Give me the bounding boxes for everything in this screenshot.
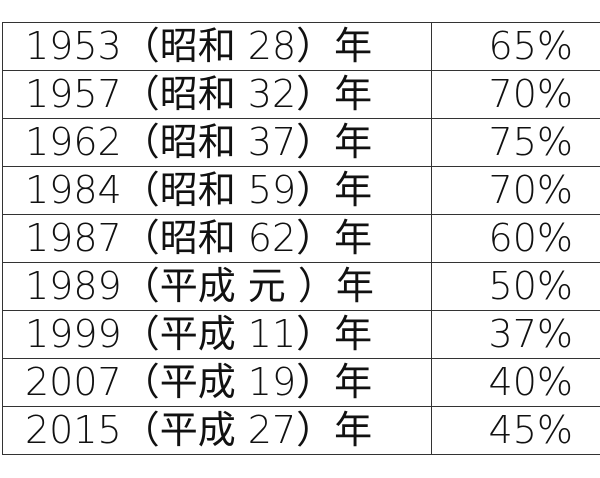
table-row: 2007（平成 19）年 40% <box>2 358 600 407</box>
table-row: 1999（平成 11）年 37% <box>2 310 600 359</box>
year-cell: 1989（平成 元 ）年 <box>2 262 432 311</box>
year-cell: 1953（昭和 28）年 <box>2 22 432 71</box>
percent-cell: 65% <box>431 22 600 71</box>
percent-cell: 70% <box>431 166 600 215</box>
percent-cell: 40% <box>431 358 600 407</box>
table-row: 1957（昭和 32）年 70% <box>2 70 600 119</box>
percent-cell: 60% <box>431 214 600 263</box>
percent-cell: 75% <box>431 118 600 167</box>
year-cell: 2015（平成 27）年 <box>2 406 432 455</box>
table-row: 2015（平成 27）年 45% <box>2 406 600 455</box>
year-cell: 2007（平成 19）年 <box>2 358 432 407</box>
year-cell: 1999（平成 11）年 <box>2 310 432 359</box>
table-row: 1987（昭和 62）年 60% <box>2 214 600 263</box>
percent-cell: 37% <box>431 310 600 359</box>
table-row: 1962（昭和 37）年 75% <box>2 118 600 167</box>
year-cell: 1984（昭和 59）年 <box>2 166 432 215</box>
table-row: 1984（昭和 59）年 70% <box>2 166 600 215</box>
data-table: 1953（昭和 28）年 65% 1957（昭和 32）年 70% 1962（昭和 37… <box>2 22 600 455</box>
year-cell: 1987（昭和 62）年 <box>2 214 432 263</box>
percent-cell: 50% <box>431 262 600 311</box>
percent-cell: 70% <box>431 70 600 119</box>
year-cell: 1957（昭和 32）年 <box>2 70 432 119</box>
year-cell: 1962（昭和 37）年 <box>2 118 432 167</box>
table-row: 1989（平成 元 ）年 50% <box>2 262 600 311</box>
percent-cell: 45% <box>431 406 600 455</box>
table-row: 1953（昭和 28）年 65% <box>2 22 600 71</box>
